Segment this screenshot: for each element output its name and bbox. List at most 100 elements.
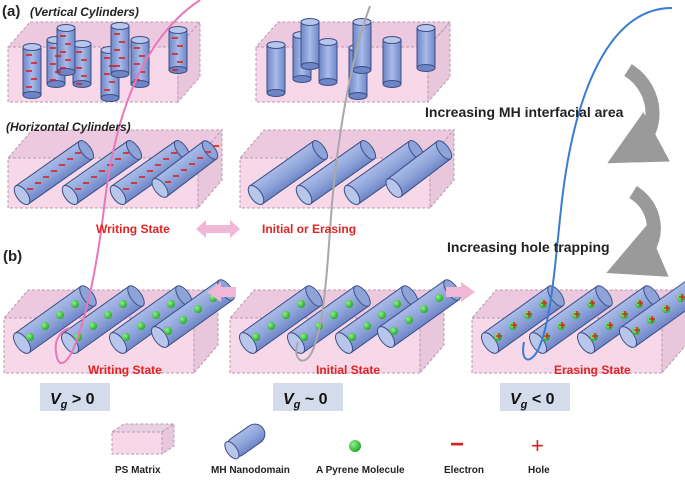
horizontal-cylinders-title: (Horizontal Cylinders) xyxy=(6,120,131,134)
svg-text:Vg < 0: Vg < 0 xyxy=(510,391,555,411)
pyrene-dot xyxy=(56,311,64,319)
pyrene-dot xyxy=(194,305,202,313)
pyrene-dot xyxy=(677,294,685,302)
pyrene-dot xyxy=(405,316,413,324)
pyrene-dot xyxy=(390,327,398,335)
gray-iv-curve xyxy=(295,5,371,362)
arrow-left-icon xyxy=(207,282,236,302)
pyrene-dot xyxy=(119,300,127,308)
blue-iv-curve xyxy=(522,7,673,361)
panel-b-initial-state: Initial State xyxy=(316,363,380,377)
pyrene-dot xyxy=(104,311,112,319)
vg-initial-value: ~ 0 xyxy=(300,391,327,408)
hole-mark xyxy=(622,311,628,317)
pyrene-dot xyxy=(71,300,79,308)
vg-erasing-subscript: g xyxy=(520,399,528,411)
vertical-cylinder xyxy=(72,40,92,88)
hole-mark xyxy=(679,294,685,300)
pyrene-dot xyxy=(300,333,308,341)
pyrene-dot xyxy=(252,333,260,341)
hole-mark xyxy=(574,311,580,317)
legend-mh-nanodomain-label: MH Nanodomain xyxy=(211,465,290,476)
panel-a-initial-or-erasing: Initial or Erasing xyxy=(262,222,356,236)
vertical-cylinder xyxy=(266,41,286,97)
vertical-cylinder xyxy=(318,38,338,86)
pyrene-dot xyxy=(122,333,130,341)
pyrene-dot xyxy=(662,305,670,313)
svg-text:Vg > 0: Vg > 0 xyxy=(50,391,95,411)
pyrene-dot xyxy=(635,300,643,308)
vertical-cylinder xyxy=(168,26,188,74)
pyrene-dot xyxy=(345,300,353,308)
hole-mark xyxy=(637,300,643,306)
pyrene-dot xyxy=(164,327,172,335)
pyrene-dot xyxy=(363,322,371,330)
panel-a-writing-state: Writing State xyxy=(96,222,170,236)
vg-initial-subscript: g xyxy=(293,399,301,411)
pyrene-dot xyxy=(89,322,97,330)
panel-b-writing-state: Writing State xyxy=(88,363,162,377)
panel-a-label: (a) xyxy=(2,3,20,20)
pyrene-dot xyxy=(539,300,547,308)
hole-mark xyxy=(541,300,547,306)
pyrene-dot xyxy=(393,300,401,308)
legend-pyrene-icon xyxy=(349,440,361,452)
pyrene-dot xyxy=(179,316,187,324)
curved-arrow-bottom xyxy=(606,186,669,277)
vg-writing-box: Vg > 0 xyxy=(40,383,110,411)
hole-mark xyxy=(664,305,670,311)
horizontal-cylinder xyxy=(151,140,219,198)
pyrene-dot xyxy=(632,327,640,335)
horizontal-cylinder xyxy=(247,140,329,206)
pyrene-dot xyxy=(282,311,290,319)
annotation-hole-trapping: Increasing hole trapping xyxy=(447,239,610,255)
vg-erasing-box: Vg < 0 xyxy=(500,383,570,411)
annotation-interfacial-area: Increasing MH interfacial area xyxy=(425,104,624,120)
legend-electron-label: Electron xyxy=(444,465,484,476)
horizontal-cylinder xyxy=(385,140,453,198)
legend-ps-matrix-label: PS Matrix xyxy=(115,465,161,476)
vg-initial-symbol: V xyxy=(283,391,295,408)
pyrene-dot xyxy=(420,305,428,313)
vertical-cylinder xyxy=(56,24,76,76)
vertical-cylinders-title: (Vertical Cylinders) xyxy=(30,5,139,19)
vg-initial-box: Vg ~ 0 xyxy=(273,383,343,411)
legend-pyrene-label: A Pyrene Molecule xyxy=(316,465,405,476)
legend: PS Matrix MH Nanodomain A Pyrene Molecul… xyxy=(110,423,550,476)
hole-mark xyxy=(634,327,640,333)
hole-mark xyxy=(526,311,532,317)
pyrene-dot xyxy=(509,322,517,330)
hole-mark xyxy=(511,322,517,328)
hole-mark xyxy=(607,322,613,328)
panel-b-erasing-state: Erasing State xyxy=(554,363,631,377)
pyrene-dot xyxy=(152,311,160,319)
hole-mark xyxy=(649,316,655,322)
legend-mh-nanodomain-icon xyxy=(224,423,266,460)
pyrene-dot xyxy=(41,322,49,330)
pink-iv-curve xyxy=(54,0,201,364)
pyrene-dot xyxy=(494,333,502,341)
vertical-cylinder xyxy=(382,36,402,88)
pyrene-dot xyxy=(524,311,532,319)
legend-hole-label: Hole xyxy=(528,465,550,476)
pyrene-dot xyxy=(605,322,613,330)
vg-erasing-value: < 0 xyxy=(527,391,554,408)
vg-writing-symbol: V xyxy=(50,391,62,408)
pyrene-dot xyxy=(378,311,386,319)
pyrene-dot xyxy=(137,322,145,330)
vg-erasing-symbol: V xyxy=(510,391,522,408)
vg-writing-subscript: g xyxy=(60,399,68,411)
vertical-cylinder xyxy=(416,24,436,72)
vertical-cylinder xyxy=(352,18,372,74)
pyrene-dot xyxy=(620,311,628,319)
pyrene-dot xyxy=(590,333,598,341)
legend-electron-icon: − xyxy=(450,431,464,458)
pyrene-dot xyxy=(297,300,305,308)
hole-mark xyxy=(496,333,502,339)
panel-b-label: (b) xyxy=(3,248,22,265)
double-arrow-icon xyxy=(196,220,240,238)
hole-mark xyxy=(592,333,598,339)
svg-text:Vg ~ 0: Vg ~ 0 xyxy=(283,391,328,411)
horizontal-cylinder xyxy=(13,140,95,206)
